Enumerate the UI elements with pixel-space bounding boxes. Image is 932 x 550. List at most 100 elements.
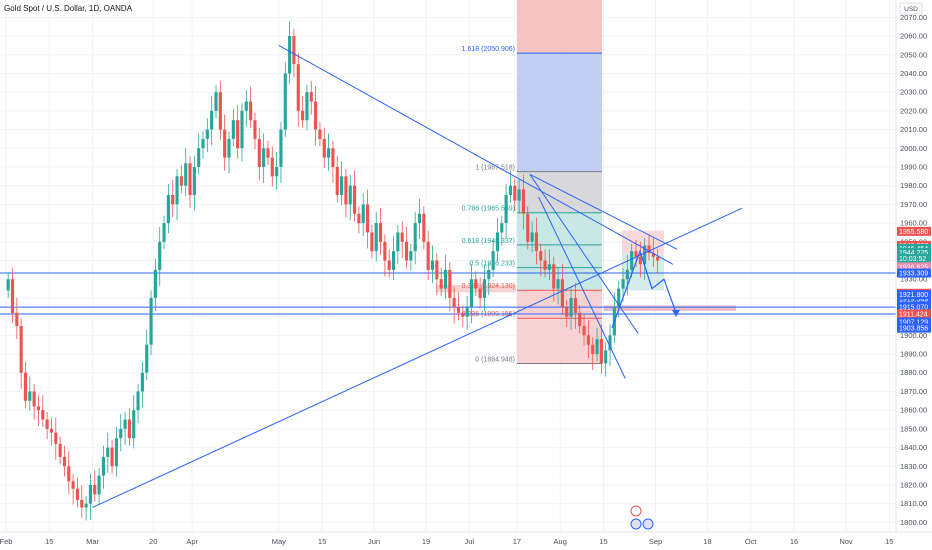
price-badge-label: 1907.129: [899, 320, 928, 327]
y-tick-label: 1880.00: [900, 368, 927, 377]
trend-line-1[interactable]: [278, 44, 674, 265]
candle-body: [54, 432, 58, 444]
candle-body: [23, 372, 28, 401]
candle-body: [361, 204, 365, 224]
candle-body: [353, 185, 357, 214]
price-badge: [897, 317, 931, 327]
price-badge: [897, 302, 931, 312]
event-icon[interactable]: [630, 505, 642, 517]
horizontal-lines[interactable]: [0, 272, 896, 315]
candle-body: [262, 148, 266, 167]
candle-body: [15, 312, 19, 326]
candle-body: [36, 406, 41, 411]
candle-body: [608, 335, 612, 351]
candle-body: [404, 241, 409, 261]
candle-body: [426, 241, 430, 270]
candle-body: [417, 213, 422, 224]
price-badge: [897, 268, 931, 278]
time-axis[interactable]: Feb 15 Mar 20 Apr May 15 Jun 19 Jul 17 Aug 15 Sep 18 Oc…: [0, 531, 932, 550]
candle-body: [205, 129, 209, 139]
trend-line-3[interactable]: [529, 174, 678, 250]
price-badge: [897, 323, 931, 333]
candle-body: [162, 223, 166, 242]
candle-body: [314, 101, 318, 130]
candle-body: [599, 339, 603, 364]
candle-body: [344, 176, 348, 205]
candle-body: [88, 484, 92, 504]
candle-body: [465, 307, 469, 317]
candle-body: [296, 64, 300, 111]
candle-body: [365, 204, 370, 233]
trend-lines[interactable]: [92, 44, 743, 508]
x-tick-label: Aug: [554, 537, 567, 546]
candle-body: [45, 419, 49, 429]
currency-label: USD: [904, 6, 918, 13]
candle-body: [374, 223, 378, 252]
x-tick-label: May: [272, 537, 286, 546]
trend-line-2[interactable]: [92, 207, 743, 508]
y-tick-label: 2040.00: [900, 69, 927, 78]
fib-level-label: 0.618 (1948.337): [462, 238, 515, 245]
y-tick-label: 1860.00: [900, 406, 927, 415]
price-badge-label: 1933.309: [899, 271, 928, 278]
price-badge: [897, 262, 931, 272]
x-tick-label: 20: [149, 537, 157, 546]
price-badge-label: 1903.856: [899, 326, 928, 333]
x-tick-label: Jun: [368, 537, 380, 546]
y-tick-label: 2020.00: [900, 106, 927, 115]
candle-body: [106, 447, 110, 457]
candle-body: [171, 195, 175, 205]
candle-body: [97, 475, 101, 495]
y-tick-label: 2050.00: [900, 50, 927, 59]
event-icons[interactable]: [630, 505, 654, 530]
candle-body: [236, 120, 240, 149]
flag-icon[interactable]: [630, 518, 642, 530]
price-badge-label: 1955.580: [899, 229, 928, 236]
candle-body: [123, 419, 127, 429]
candle-body: [218, 92, 222, 130]
candle-body: [482, 279, 487, 298]
x-tick-label: 19: [422, 537, 430, 546]
candle-body: [266, 148, 270, 158]
candle-body: [201, 138, 205, 149]
candle-body: [257, 138, 261, 167]
candle-body: [573, 297, 577, 313]
y-tick-label: 2060.00: [900, 32, 927, 41]
candle-body: [530, 232, 534, 242]
candle-body: [400, 232, 404, 242]
trend-line-5[interactable]: [538, 196, 626, 379]
candle-body: [80, 499, 84, 508]
candle-body: [149, 297, 153, 345]
price-badge: [897, 254, 931, 264]
y-tick-label: 2070.00: [900, 13, 927, 22]
flag-icon[interactable]: [642, 518, 654, 530]
candle-body: [244, 101, 248, 111]
candle-body: [119, 428, 123, 439]
candle-body: [448, 269, 452, 298]
candle-body: [504, 195, 508, 224]
candle-body: [556, 279, 560, 289]
projection-path[interactable]: [611, 249, 677, 329]
x-tick-label: Jul: [465, 537, 475, 546]
fib-tool[interactable]: 1.618 (2050.906) 1 (1987.518) 0.786 (1965.…: [436, 0, 736, 364]
candle-body: [188, 163, 192, 196]
fib-level-label: 1 (1987.518): [475, 165, 515, 172]
candle-body: [75, 488, 80, 500]
currency-button[interactable]: USD: [899, 2, 923, 15]
candle-body: [487, 269, 491, 280]
candle-body: [175, 176, 179, 205]
price-badge: [897, 290, 931, 300]
candle-body: [478, 288, 482, 298]
y-tick-label: 1830.00: [900, 462, 927, 471]
fib-level-label: 1.618 (2050.906): [462, 46, 515, 53]
x-tick-label: Sep: [649, 537, 662, 546]
candle-body: [452, 297, 456, 308]
candle-body: [184, 163, 188, 186]
x-tick-label: 15: [885, 537, 893, 546]
candle-body: [58, 443, 62, 457]
candle-body: [288, 36, 292, 74]
candle-body: [474, 279, 478, 289]
